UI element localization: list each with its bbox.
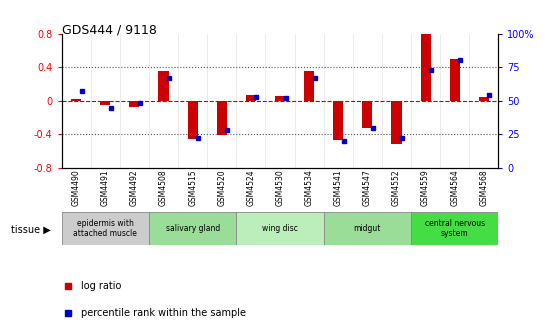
Bar — [450, 59, 460, 101]
Bar — [324, 212, 411, 245]
Text: midgut: midgut — [354, 224, 381, 233]
Bar — [362, 101, 372, 128]
Text: wing disc: wing disc — [262, 224, 298, 233]
Text: epidermis with
attached muscle: epidermis with attached muscle — [73, 219, 137, 238]
Bar — [246, 95, 256, 101]
Bar — [411, 212, 498, 245]
Text: percentile rank within the sample: percentile rank within the sample — [81, 308, 246, 318]
Bar — [129, 101, 139, 107]
Bar — [421, 34, 431, 101]
Text: GDS444 / 9118: GDS444 / 9118 — [62, 24, 156, 37]
Bar — [217, 101, 227, 135]
Bar — [333, 101, 343, 140]
Bar — [100, 101, 110, 105]
Text: tissue ▶: tissue ▶ — [11, 225, 51, 235]
Bar — [479, 97, 489, 101]
Bar — [275, 96, 285, 101]
Bar — [62, 212, 149, 245]
Bar — [149, 212, 236, 245]
Text: log ratio: log ratio — [81, 281, 122, 291]
Bar — [304, 72, 314, 101]
Bar — [71, 99, 81, 101]
Bar — [188, 101, 198, 139]
Bar — [391, 101, 402, 144]
Bar — [158, 72, 169, 101]
Text: central nervous
system: central nervous system — [424, 219, 485, 238]
Bar — [236, 212, 324, 245]
Text: salivary gland: salivary gland — [166, 224, 220, 233]
